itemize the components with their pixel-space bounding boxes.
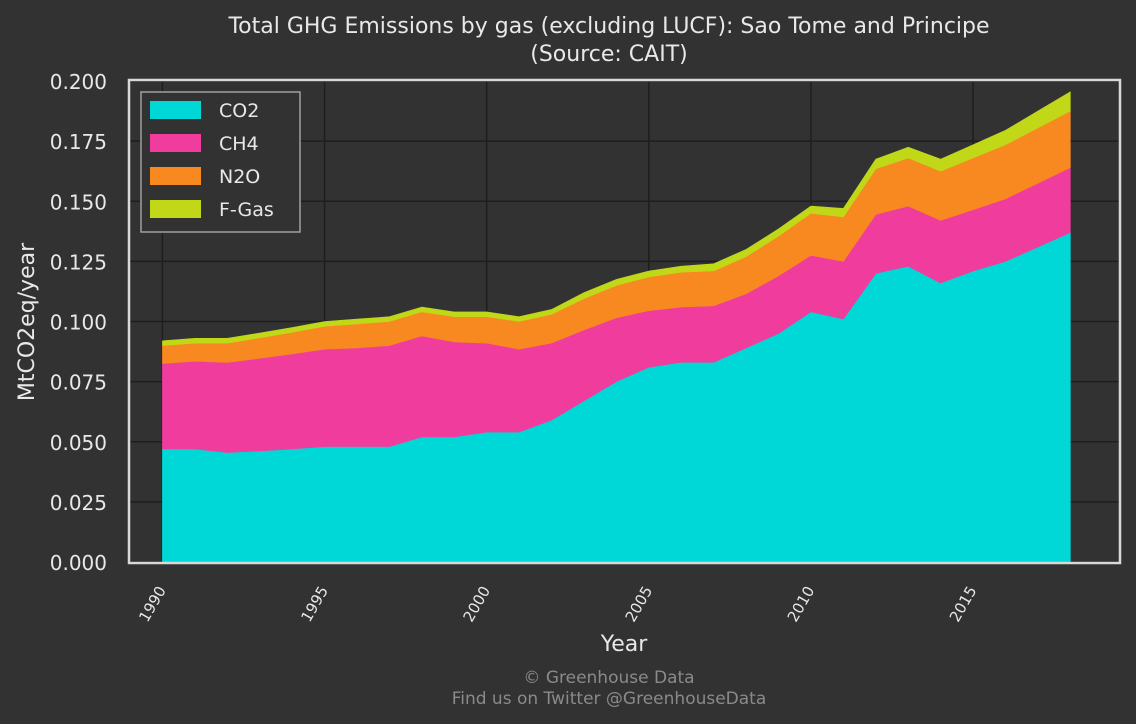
y-tick-label-8: 0.200	[50, 70, 107, 94]
legend-label-co2: CO2	[219, 100, 259, 122]
legend-swatch-co2	[150, 101, 201, 119]
y-tick-label-4: 0.100	[50, 311, 107, 335]
legend-label-f-gas: F-Gas	[219, 199, 274, 221]
y-axis-label: MtCO2eq/year	[15, 242, 40, 401]
x-axis-label: Year	[600, 632, 649, 657]
legend-label-n2o: N2O	[219, 166, 260, 188]
area-series-group	[162, 91, 1071, 563]
footer-copyright: © Greenhouse Data	[523, 668, 694, 688]
y-tick-label-3: 0.075	[50, 371, 107, 395]
plot-frame	[127, 78, 1122, 565]
chart-title-line2: (Source: CAIT)	[530, 42, 687, 67]
y-tick-label-0: 0.000	[50, 551, 107, 575]
area-series-f-gas	[162, 91, 1071, 346]
legend: CO2 CH4 N2O F-Gas	[140, 91, 301, 233]
y-tick-label-7: 0.175	[50, 130, 107, 154]
legend-swatch-n2o	[150, 167, 201, 185]
y-tick-label-5: 0.125	[50, 250, 107, 274]
chart-title-line1: Total GHG Emissions by gas (excluding LU…	[227, 14, 989, 39]
footer-twitter: Find us on Twitter @GreenhouseData	[452, 689, 767, 709]
y-tick-label-6: 0.150	[50, 190, 107, 214]
y-tick-label-2: 0.050	[50, 431, 107, 455]
legend-label-ch4: CH4	[219, 133, 259, 155]
y-tick-label-1: 0.025	[50, 491, 107, 515]
y-axis-ticks: 0.000 0.025 0.050 0.075 0.100 0.125 0.150 0.175…	[50, 70, 107, 575]
legend-swatch-f-gas	[150, 200, 201, 218]
legend-swatch-ch4	[150, 134, 201, 152]
